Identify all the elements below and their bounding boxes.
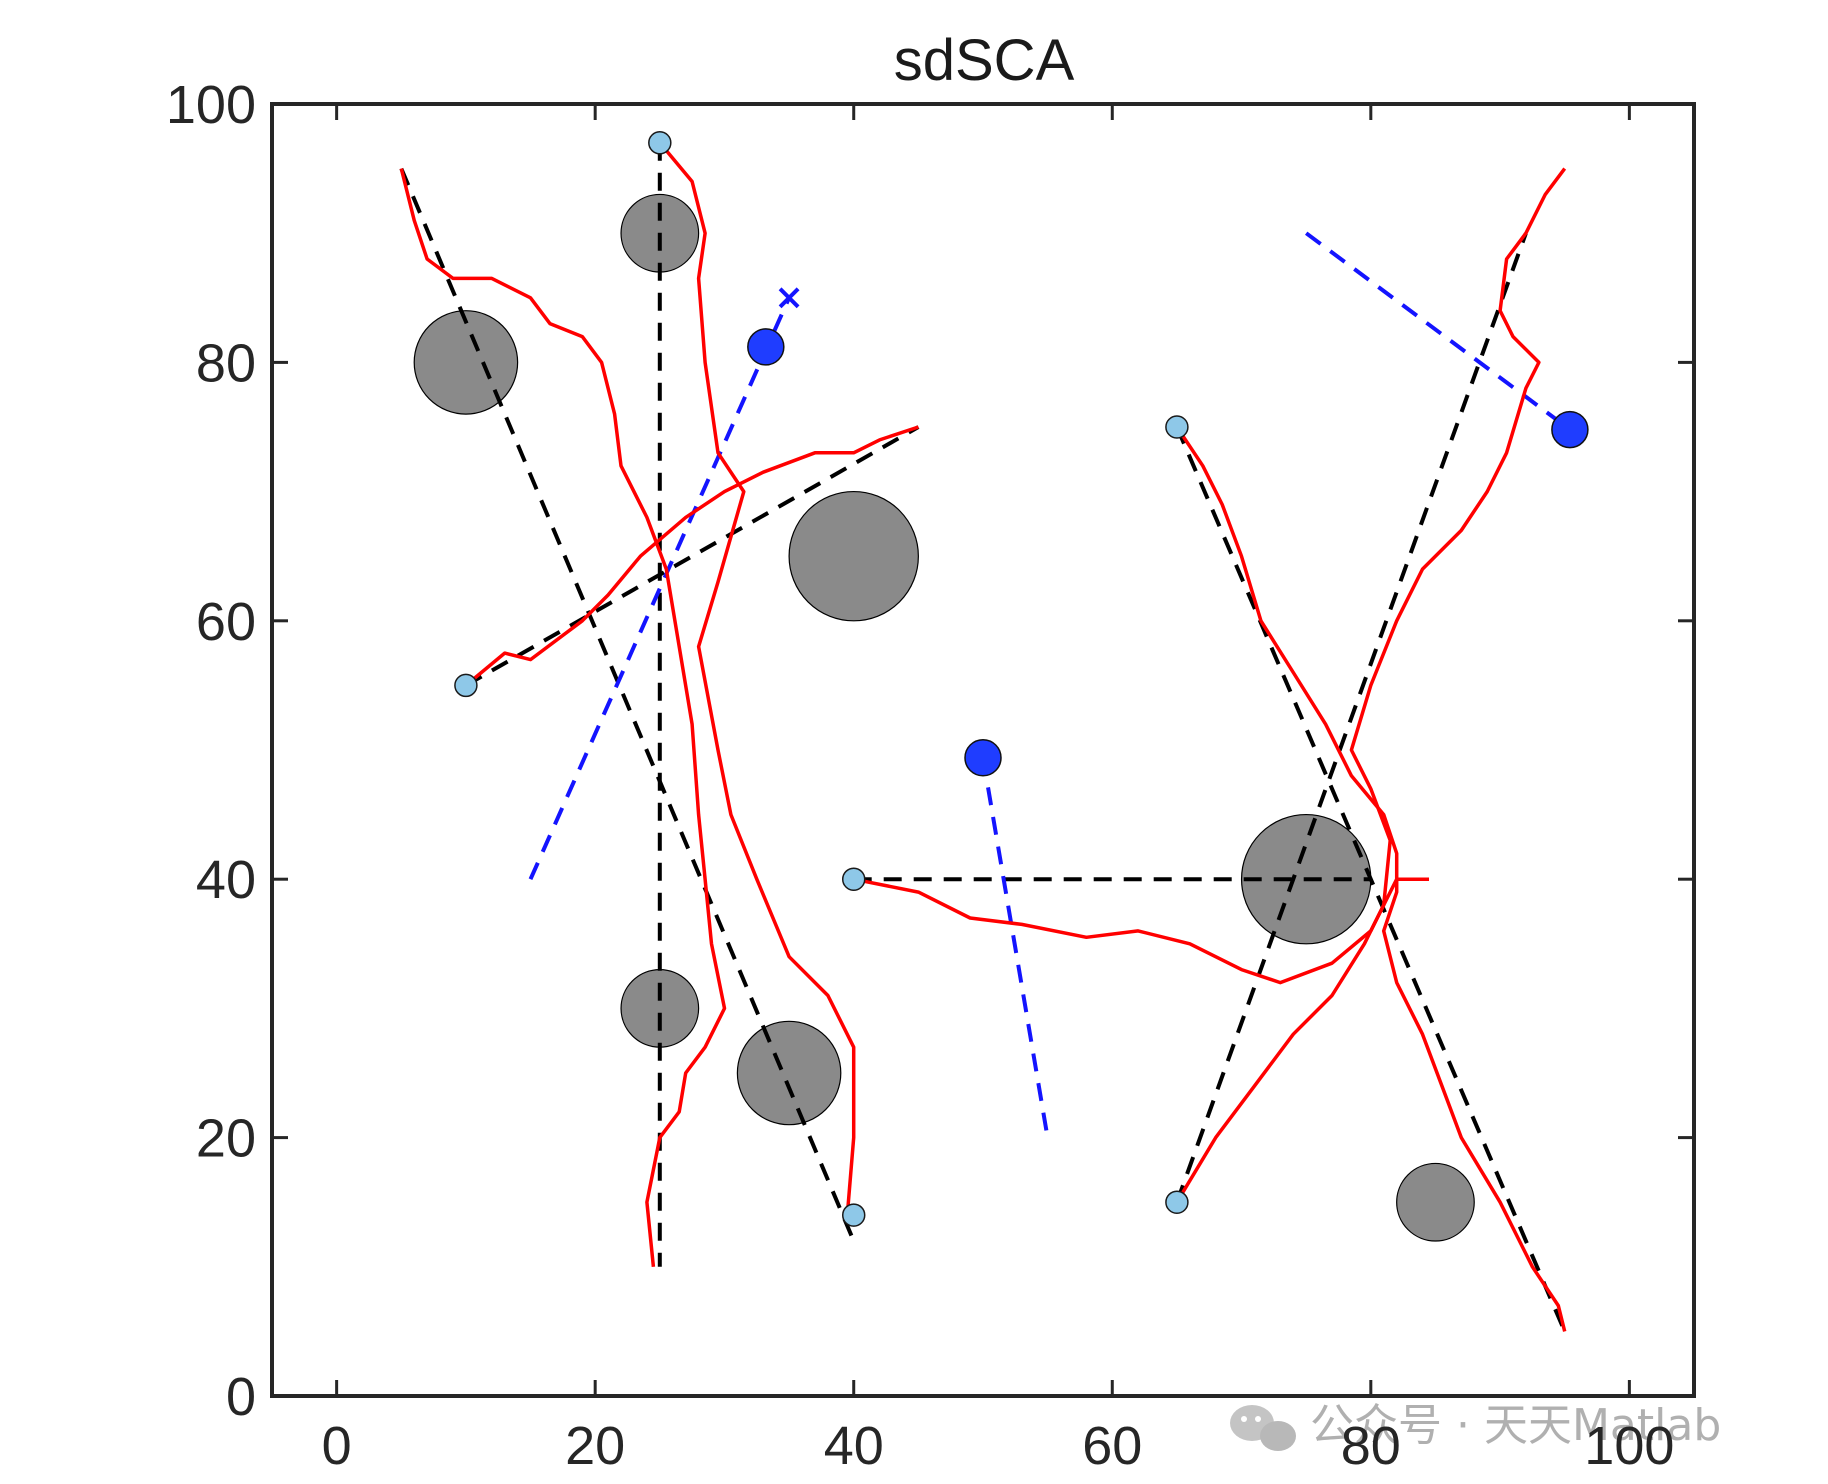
planned-path-4 xyxy=(853,877,1429,985)
target-end-x-marker xyxy=(778,287,800,309)
agent-start-4 xyxy=(841,1203,866,1227)
x-tick-label-80: 80 xyxy=(1341,1416,1401,1476)
reference-ref-6 xyxy=(1175,232,1528,1203)
reference-ref-3 xyxy=(464,425,920,688)
obstacle-1 xyxy=(413,310,519,415)
x-tick-label-0: 0 xyxy=(322,1416,352,1476)
x-tick-label-40: 40 xyxy=(824,1416,884,1476)
target-3 xyxy=(1551,410,1589,449)
x-marker-stroke-2 xyxy=(778,287,800,309)
planned-path-6 xyxy=(1175,167,1567,1204)
agent-start-2 xyxy=(454,673,478,698)
axes-box xyxy=(270,102,1696,1398)
target-1 xyxy=(747,328,785,366)
obstacle-3 xyxy=(788,490,919,622)
y-tick-label-40: 40 xyxy=(196,850,256,910)
chart-title: sdSCA xyxy=(894,28,1075,93)
target-2 xyxy=(964,739,1002,777)
agent-start-3 xyxy=(841,867,866,891)
y-tick-label-100: 100 xyxy=(166,75,256,135)
planned-path-2 xyxy=(399,168,727,1267)
x-tick-label-100: 100 xyxy=(1584,1416,1674,1476)
y-tick-label-0: 0 xyxy=(226,1367,256,1427)
reference-ref-2 xyxy=(399,167,856,1242)
reference-ref-5 xyxy=(1175,426,1567,1333)
agent-start-5 xyxy=(1165,415,1189,439)
planned-path-1 xyxy=(658,141,856,1216)
y-tick-label-20: 20 xyxy=(196,1109,256,1169)
agent-start-6 xyxy=(1165,1190,1189,1214)
wechat-icon xyxy=(1230,1405,1296,1451)
watermark: 公众号 · 天天Matlab xyxy=(1230,1400,1721,1451)
obstacle-7 xyxy=(1396,1162,1475,1242)
x-tick-label-60: 60 xyxy=(1082,1416,1142,1476)
target-track-1 xyxy=(528,296,791,881)
target-track-2 xyxy=(981,757,1050,1138)
watermark-text: 公众号 · 天天Matlab xyxy=(1310,1400,1721,1451)
target-track-3 xyxy=(1305,231,1572,432)
planned-path-3 xyxy=(464,425,919,687)
y-tick-label-60: 60 xyxy=(196,592,256,652)
obstacle-4 xyxy=(620,969,700,1048)
planned-path-5 xyxy=(1175,426,1567,1332)
obstacle-5 xyxy=(736,1020,842,1126)
x-tick-label-20: 20 xyxy=(565,1416,625,1476)
agent-start-1 xyxy=(648,131,672,155)
y-tick-label-80: 80 xyxy=(196,333,256,393)
